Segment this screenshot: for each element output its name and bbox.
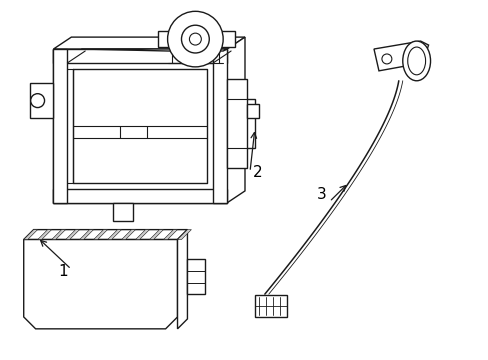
- Text: 2: 2: [253, 165, 262, 180]
- Polygon shape: [30, 83, 53, 118]
- Polygon shape: [53, 37, 244, 49]
- Ellipse shape: [402, 41, 429, 81]
- Polygon shape: [226, 79, 254, 168]
- Polygon shape: [122, 230, 135, 239]
- Polygon shape: [24, 239, 177, 329]
- Polygon shape: [246, 104, 258, 118]
- Circle shape: [189, 33, 201, 45]
- Polygon shape: [53, 49, 67, 203]
- Text: 3: 3: [316, 188, 325, 202]
- Polygon shape: [373, 41, 427, 71]
- Polygon shape: [157, 31, 175, 47]
- Polygon shape: [52, 230, 65, 239]
- Text: 1: 1: [59, 264, 68, 279]
- Polygon shape: [53, 49, 226, 63]
- Polygon shape: [80, 230, 93, 239]
- Circle shape: [381, 54, 391, 64]
- Polygon shape: [81, 49, 226, 51]
- Circle shape: [167, 11, 223, 67]
- Polygon shape: [113, 203, 133, 221]
- Polygon shape: [107, 230, 121, 239]
- Polygon shape: [93, 230, 107, 239]
- Polygon shape: [213, 49, 226, 203]
- Ellipse shape: [407, 47, 425, 75]
- Polygon shape: [135, 230, 149, 239]
- Polygon shape: [149, 230, 163, 239]
- Polygon shape: [53, 49, 226, 203]
- Polygon shape: [53, 189, 226, 203]
- Polygon shape: [215, 31, 235, 47]
- Polygon shape: [163, 230, 177, 239]
- Polygon shape: [226, 37, 244, 203]
- Polygon shape: [187, 260, 205, 294]
- Polygon shape: [177, 230, 191, 239]
- Circle shape: [181, 25, 209, 53]
- Polygon shape: [38, 230, 52, 239]
- Polygon shape: [24, 230, 187, 239]
- Polygon shape: [24, 230, 38, 239]
- Polygon shape: [65, 230, 80, 239]
- Polygon shape: [177, 230, 187, 329]
- Circle shape: [31, 94, 44, 108]
- Polygon shape: [254, 295, 286, 317]
